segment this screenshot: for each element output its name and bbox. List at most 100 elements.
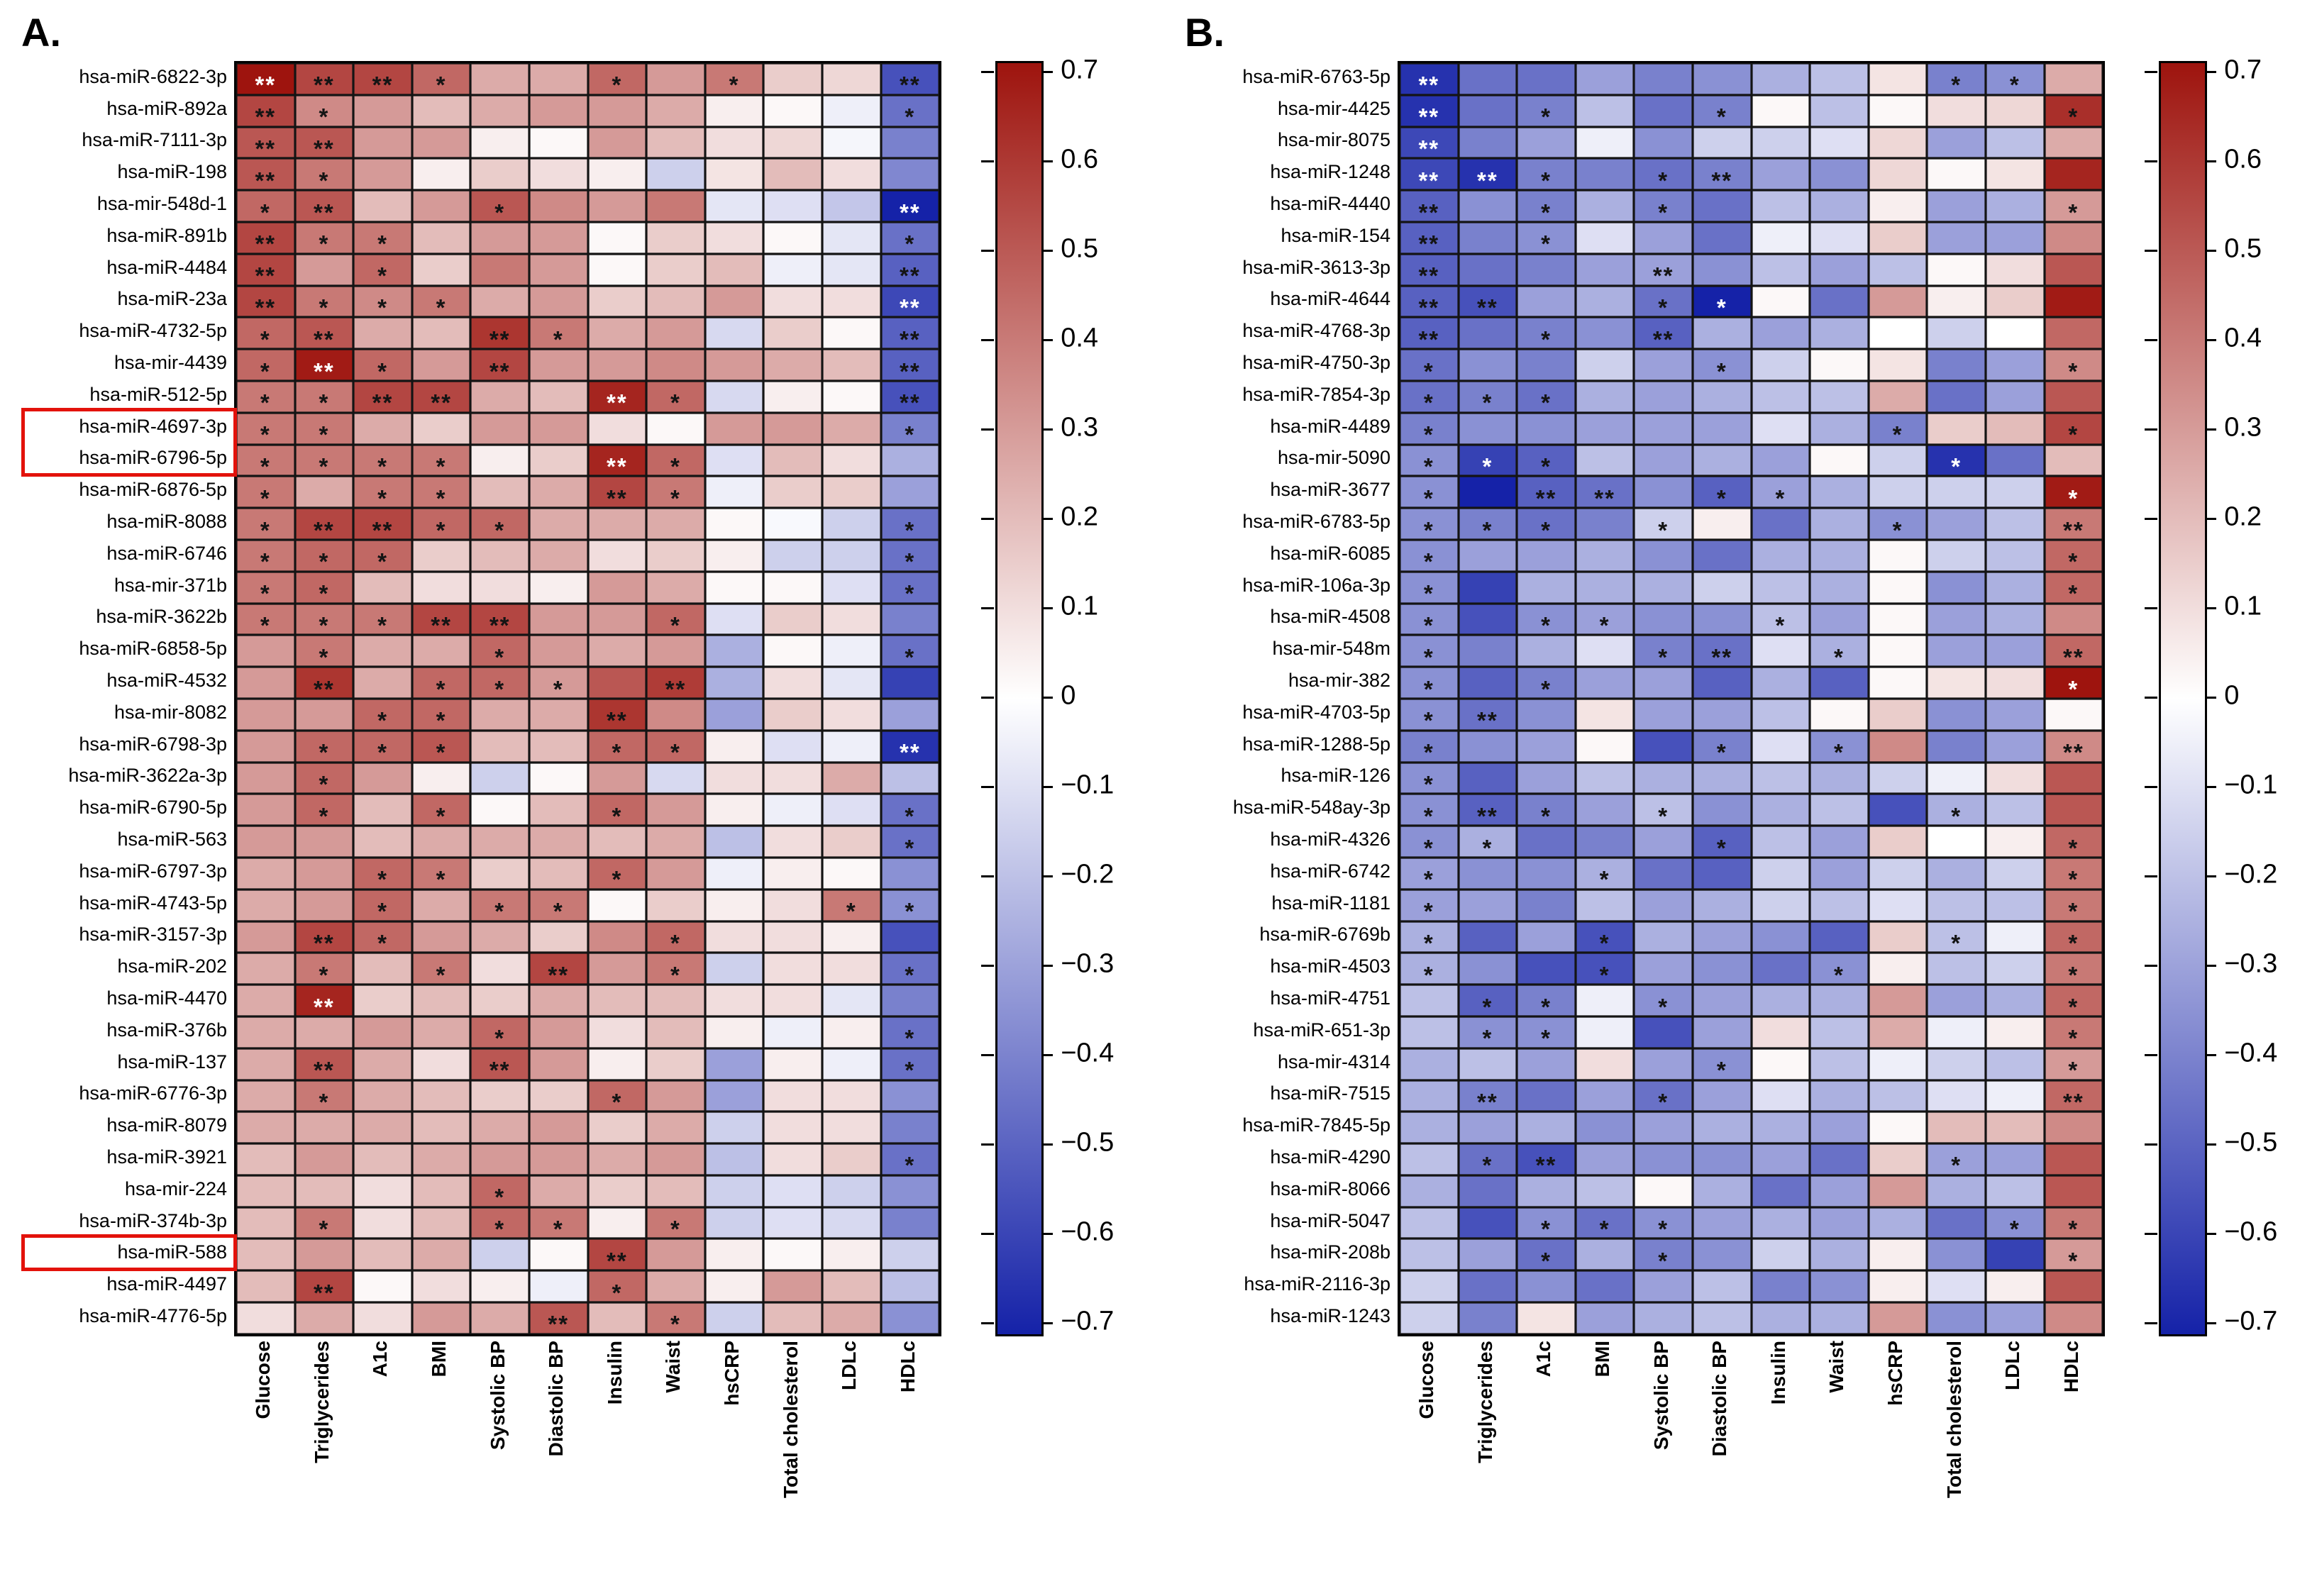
colorbar-tick [2205,1054,2217,1056]
heatmap-cell [1575,1112,1635,1144]
heatmap-cell [529,476,588,509]
heatmap-cell [704,730,764,763]
heatmap-cell [236,635,295,667]
heatmap-cell [587,826,647,858]
row-label: hsa-miR-6085 [1270,542,1390,564]
column-label: Systolic BP [486,1340,509,1450]
heatmap-cell [1634,380,1693,413]
colorbar-tick-label: 0.3 [2224,412,2262,443]
heatmap-cell [1517,953,1576,985]
heatmap-cell: * [411,730,471,765]
heatmap-cell [646,539,705,572]
heatmap-cell: * [529,889,588,924]
heatmap-cell [529,412,588,445]
heatmap-cell: ** [1400,94,1459,130]
significance-marker: ** [1477,294,1498,321]
heatmap-cell: ** [470,603,529,638]
heatmap-cell: * [470,667,529,702]
row-label: hsa-miR-4484 [106,256,227,278]
heatmap-cell: * [236,571,295,606]
significance-marker: ** [899,294,921,321]
row-label: hsa-miR-202 [117,955,227,977]
heatmap-cell [1458,889,1517,921]
heatmap-cell [1927,1016,1986,1048]
heatmap-cell: * [294,412,354,448]
row-label: hsa-miR-6776-3p [79,1082,227,1104]
significance-marker: * [1658,199,1669,226]
heatmap-cell [704,1143,764,1175]
heatmap-cell [1927,1112,1986,1144]
heatmap-cell [1985,1048,2045,1080]
heatmap-cell [1751,126,1810,159]
heatmap-cell: * [353,603,412,638]
heatmap-cell [1751,1270,1810,1303]
heatmap-cell [2044,698,2103,731]
significance-marker: ** [489,1057,511,1084]
heatmap-cell [822,1143,881,1175]
significance-marker: * [1541,231,1552,257]
heatmap-cell [1927,603,1986,636]
heatmap-cell: ** [880,285,940,321]
significance-marker: * [1423,675,1434,702]
heatmap-cell [646,190,705,222]
heatmap-cell [1927,317,1986,350]
significance-marker: * [260,389,271,416]
heatmap-cell [411,1048,471,1080]
heatmap-cell [1517,1112,1576,1144]
heatmap-cell: * [1575,1207,1635,1242]
heatmap-cell: * [529,317,588,353]
significance-marker: * [905,548,916,575]
heatmap-cell [880,158,940,191]
heatmap-cell: * [529,667,588,702]
colorbar-tick [981,428,995,431]
heatmap-cell [1458,667,1517,699]
heatmap-cell [1751,889,1810,921]
heatmap-cell [1868,1080,1928,1112]
heatmap-cell: * [353,921,412,956]
significance-marker: * [2068,484,2079,511]
heatmap-cell: * [1517,190,1576,226]
heatmap-cell [529,285,588,318]
significance-marker: * [553,326,564,353]
heatmap-cell [763,1238,822,1271]
heatmap-cell [1634,221,1693,254]
heatmap-cell [294,1238,354,1271]
row-label: hsa-miR-4489 [1270,415,1390,437]
heatmap-cell: * [1868,412,1928,448]
heatmap-cell [1634,539,1693,572]
heatmap-cell [1634,571,1693,604]
heatmap-cell [1927,635,1986,667]
heatmap-cell [646,1048,705,1080]
heatmap-cell [411,762,471,794]
column-label: Total cholesterol [779,1340,802,1498]
heatmap-cell [880,1238,940,1271]
heatmap-cell [1458,857,1517,890]
heatmap-cell [763,889,822,921]
heatmap-cell: * [470,190,529,226]
heatmap-cell [1458,221,1517,254]
heatmap-cell [646,857,705,890]
heatmap-cell [236,953,295,985]
heatmap-cell [1927,94,1986,127]
heatmap-cell [763,380,822,413]
column-label: LDLc [2001,1340,2024,1390]
heatmap-cell [411,1302,471,1334]
heatmap-cell: * [1575,603,1635,638]
significance-marker: * [1658,167,1669,194]
colorbar-tick [981,786,995,788]
heatmap-cell [2044,317,2103,350]
heatmap-cell: * [880,635,940,670]
heatmap-cell [1458,63,1517,95]
heatmap-cell [763,63,822,95]
heatmap-cell [1751,1175,1810,1207]
heatmap-cell [1634,444,1693,477]
heatmap-cell [1985,953,2045,985]
row-label: hsa-miR-8066 [1270,1177,1390,1199]
heatmap-cell [236,1143,295,1175]
heatmap-cell [1927,508,1986,540]
colorbar-tick [981,1233,995,1235]
heatmap-cell [704,603,764,636]
heatmap-cell [1751,317,1810,350]
heatmap-cell [587,1207,647,1239]
heatmap-cell: * [411,508,471,543]
